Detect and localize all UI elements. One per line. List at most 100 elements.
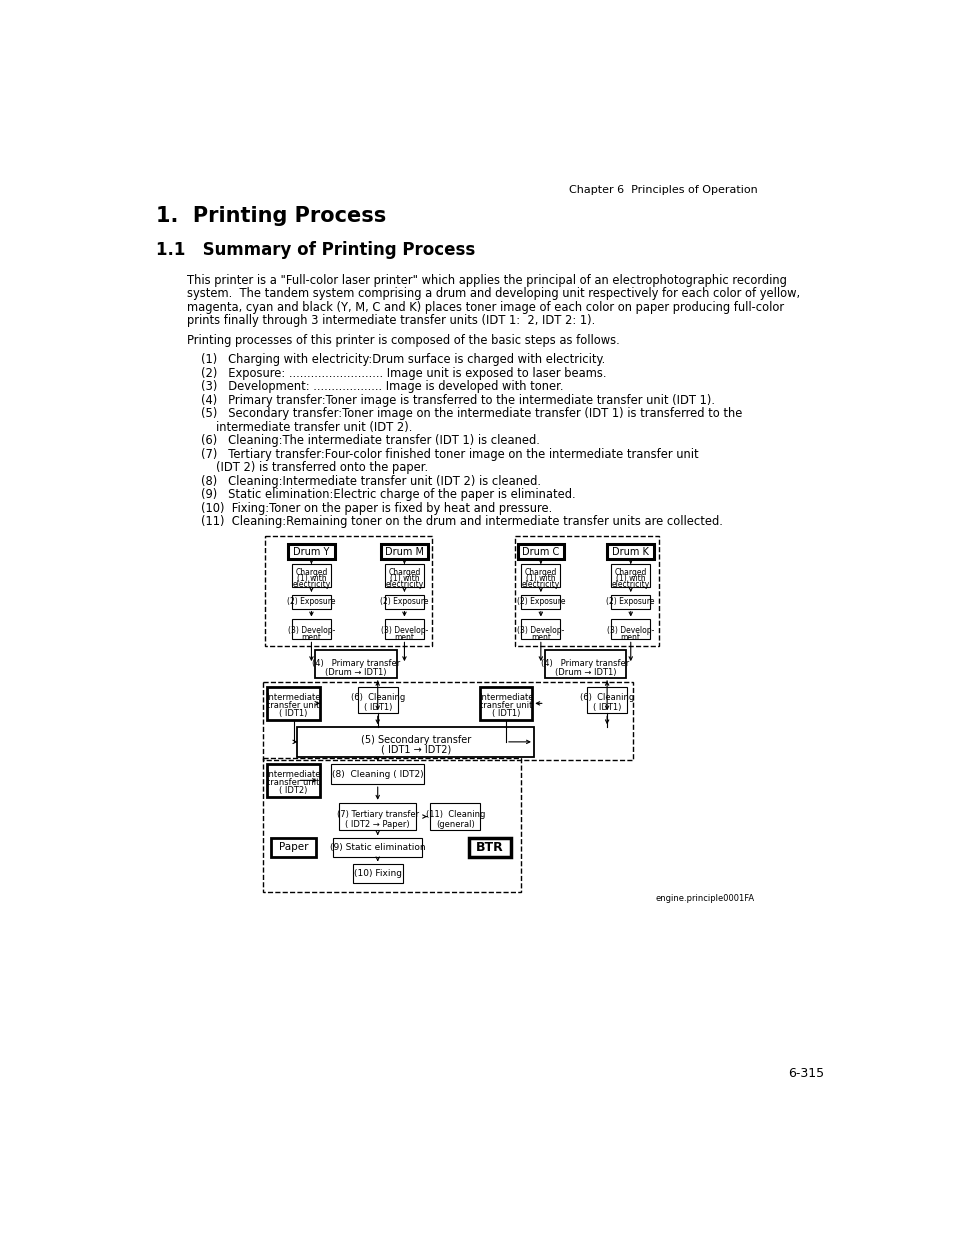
FancyBboxPatch shape (338, 803, 416, 830)
FancyBboxPatch shape (468, 839, 511, 857)
Text: (3) Develop-: (3) Develop- (606, 626, 654, 635)
FancyBboxPatch shape (611, 620, 649, 640)
Text: ( IDT1 → IDT2): ( IDT1 → IDT2) (380, 745, 451, 755)
Text: BTR: BTR (476, 841, 503, 853)
Text: Charged: Charged (294, 568, 327, 577)
Text: (6)  Cleaning: (6) Cleaning (579, 693, 634, 703)
Text: (4)   Primary transfer: (4) Primary transfer (540, 658, 629, 668)
Text: (9)   Static elimination:Electric charge of the paper is eliminated.: (9) Static elimination:Electric charge o… (200, 488, 575, 501)
Text: Paper: Paper (278, 842, 308, 852)
Text: (Drum → IDT1): (Drum → IDT1) (325, 668, 386, 677)
Text: ( IDT1): ( IDT1) (593, 703, 620, 711)
FancyBboxPatch shape (521, 564, 559, 587)
Text: intermediate transfer unit (IDT 2).: intermediate transfer unit (IDT 2). (187, 421, 413, 433)
FancyBboxPatch shape (586, 687, 627, 714)
Text: (2) Exposure: (2) Exposure (287, 598, 335, 606)
FancyBboxPatch shape (315, 651, 396, 678)
Text: (6)  Cleaning: (6) Cleaning (350, 693, 404, 703)
Text: electricity: electricity (611, 580, 649, 589)
Text: electricity: electricity (292, 580, 331, 589)
Text: (10)  Fixing:Toner on the paper is fixed by heat and pressure.: (10) Fixing:Toner on the paper is fixed … (200, 501, 551, 515)
Text: Drum Y: Drum Y (293, 547, 330, 557)
Text: (3) Develop-: (3) Develop- (380, 626, 428, 635)
Text: Intermediate: Intermediate (478, 693, 533, 703)
Text: Drum M: Drum M (385, 547, 423, 557)
Text: (5) Secondary transfer: (5) Secondary transfer (360, 735, 471, 745)
FancyBboxPatch shape (271, 839, 315, 857)
FancyBboxPatch shape (521, 620, 559, 640)
Text: Drum K: Drum K (612, 547, 648, 557)
Text: electricity: electricity (385, 580, 423, 589)
Text: engine.principle0001FA: engine.principle0001FA (655, 894, 754, 903)
Text: magenta, cyan and black (Y, M, C and K) places toner image of each color on pape: magenta, cyan and black (Y, M, C and K) … (187, 300, 783, 314)
Text: (IDT 2) is transferred onto the paper.: (IDT 2) is transferred onto the paper. (187, 461, 428, 474)
Text: 6-315: 6-315 (787, 1067, 823, 1079)
Text: electricity: electricity (521, 580, 559, 589)
Text: (3) Develop-: (3) Develop- (288, 626, 335, 635)
FancyBboxPatch shape (267, 764, 319, 797)
Text: ( IDT1): ( IDT1) (492, 709, 519, 718)
FancyBboxPatch shape (267, 687, 319, 720)
Text: (2) Exposure: (2) Exposure (380, 598, 428, 606)
Text: Drum C: Drum C (521, 547, 558, 557)
Text: transfer unit: transfer unit (267, 701, 319, 710)
FancyBboxPatch shape (385, 595, 423, 609)
FancyBboxPatch shape (611, 595, 649, 609)
Text: ( IDT1): ( IDT1) (363, 703, 392, 711)
Text: (4)   Primary transfer: (4) Primary transfer (312, 658, 399, 668)
Text: ment: ment (620, 632, 640, 641)
Text: Charged: Charged (614, 568, 646, 577)
Text: ( IDT2 → Paper): ( IDT2 → Paper) (345, 820, 410, 829)
FancyBboxPatch shape (381, 543, 427, 559)
FancyBboxPatch shape (297, 727, 534, 757)
Text: ment: ment (394, 632, 414, 641)
Text: (2)   Exposure: .......................... Image unit is exposed to laser beams.: (2) Exposure: ..........................… (200, 367, 605, 380)
Text: (8)   Cleaning:Intermediate transfer unit (IDT 2) is cleaned.: (8) Cleaning:Intermediate transfer unit … (200, 474, 540, 488)
FancyBboxPatch shape (333, 839, 422, 857)
Text: Printing processes of this printer is composed of the basic steps as follows.: Printing processes of this printer is co… (187, 333, 619, 347)
FancyBboxPatch shape (521, 595, 559, 609)
Text: (4)   Primary transfer:Toner image is transferred to the intermediate transfer u: (4) Primary transfer:Toner image is tran… (200, 394, 714, 406)
Text: Charged: Charged (388, 568, 420, 577)
Text: ( IDT1): ( IDT1) (279, 709, 308, 718)
FancyBboxPatch shape (292, 595, 331, 609)
Text: (1)   Charging with electricity:Drum surface is charged with electricity.: (1) Charging with electricity:Drum surfa… (200, 353, 604, 367)
Text: (3)   Development: ................... Image is developed with toner.: (3) Development: ................... Ima… (200, 380, 562, 394)
FancyBboxPatch shape (430, 803, 480, 830)
Text: This printer is a "Full-color laser printer" which applies the principal of an e: This printer is a "Full-color laser prin… (187, 274, 786, 287)
Text: (7)   Tertiary transfer:Four-color finished toner image on the intermediate tran: (7) Tertiary transfer:Four-color finishe… (200, 448, 698, 461)
Text: (Drum → IDT1): (Drum → IDT1) (554, 668, 616, 677)
FancyBboxPatch shape (292, 564, 331, 587)
Text: transfer unit: transfer unit (267, 778, 319, 787)
Text: (5)   Secondary transfer:Toner image on the intermediate transfer (IDT 1) is tra: (5) Secondary transfer:Toner image on th… (200, 408, 741, 420)
Text: (10) Fixing: (10) Fixing (354, 869, 401, 878)
FancyBboxPatch shape (292, 620, 331, 640)
FancyBboxPatch shape (611, 564, 649, 587)
FancyBboxPatch shape (385, 620, 423, 640)
Text: transfer unit: transfer unit (479, 701, 532, 710)
Text: (3) Develop-: (3) Develop- (517, 626, 564, 635)
Text: ment: ment (530, 632, 550, 641)
Text: (1) with: (1) with (389, 574, 418, 583)
Text: (2) Exposure: (2) Exposure (606, 598, 655, 606)
Text: (9) Static elimination: (9) Static elimination (330, 842, 425, 852)
Text: (2) Exposure: (2) Exposure (517, 598, 564, 606)
FancyBboxPatch shape (607, 543, 654, 559)
Text: (11)  Cleaning: (11) Cleaning (425, 810, 484, 819)
Text: Charged: Charged (524, 568, 557, 577)
FancyBboxPatch shape (353, 864, 402, 883)
Text: (1) with: (1) with (296, 574, 326, 583)
FancyBboxPatch shape (479, 687, 532, 720)
FancyBboxPatch shape (385, 564, 423, 587)
Text: Chapter 6  Principles of Operation: Chapter 6 Principles of Operation (568, 185, 757, 195)
Text: prints finally through 3 intermediate transfer units (IDT 1:  2, IDT 2: 1).: prints finally through 3 intermediate tr… (187, 314, 595, 327)
Text: (1) with: (1) with (616, 574, 645, 583)
Text: Intermediate: Intermediate (266, 693, 320, 703)
Text: ( IDT2): ( IDT2) (279, 785, 308, 795)
Text: (general): (general) (436, 820, 474, 829)
Text: (6)   Cleaning:The intermediate transfer (IDT 1) is cleaned.: (6) Cleaning:The intermediate transfer (… (200, 435, 539, 447)
Text: Intermediate: Intermediate (266, 771, 320, 779)
FancyBboxPatch shape (331, 764, 424, 784)
Text: ment: ment (301, 632, 321, 641)
Text: (1) with: (1) with (525, 574, 555, 583)
